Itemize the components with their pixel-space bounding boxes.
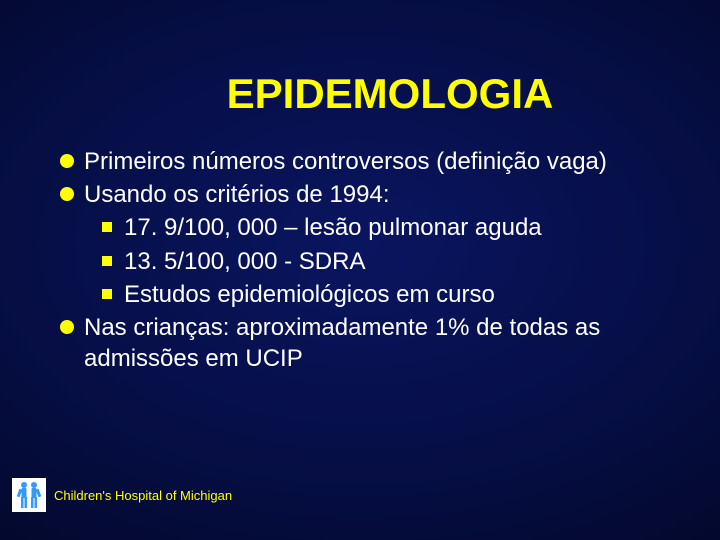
bullet-subitem: 17. 9/100, 000 – lesão pulmonar aguda <box>102 212 680 243</box>
bullet-round-icon <box>60 320 74 334</box>
hospital-logo-icon <box>12 478 46 512</box>
bullet-subitem: 13. 5/100, 000 - SDRA <box>102 246 680 277</box>
slide-title: EPIDEMOLOGIA <box>0 0 720 146</box>
slide-footer: Children's Hospital of Michigan <box>12 478 232 512</box>
bullet-round-icon <box>60 187 74 201</box>
bullet-text: Nas crianças: aproximadamente 1% de toda… <box>84 312 680 374</box>
slide-content: Primeiros números controversos (definiçã… <box>0 146 720 374</box>
bullet-square-icon <box>102 256 112 266</box>
bullet-square-icon <box>102 289 112 299</box>
bullet-text: 17. 9/100, 000 – lesão pulmonar aguda <box>124 212 542 243</box>
bullet-item: Primeiros números controversos (definiçã… <box>60 146 680 177</box>
bullet-text: 13. 5/100, 000 - SDRA <box>124 246 365 277</box>
bullet-round-icon <box>60 154 74 168</box>
footer-text: Children's Hospital of Michigan <box>54 488 232 503</box>
bullet-item: Nas crianças: aproximadamente 1% de toda… <box>60 312 680 374</box>
bullet-item: Usando os critérios de 1994: <box>60 179 680 210</box>
bullet-text: Primeiros números controversos (definiçã… <box>84 146 607 177</box>
bullet-subitem: Estudos epidemiológicos em curso <box>102 279 680 310</box>
bullet-text: Usando os critérios de 1994: <box>84 179 390 210</box>
bullet-square-icon <box>102 222 112 232</box>
bullet-text: Estudos epidemiológicos em curso <box>124 279 495 310</box>
